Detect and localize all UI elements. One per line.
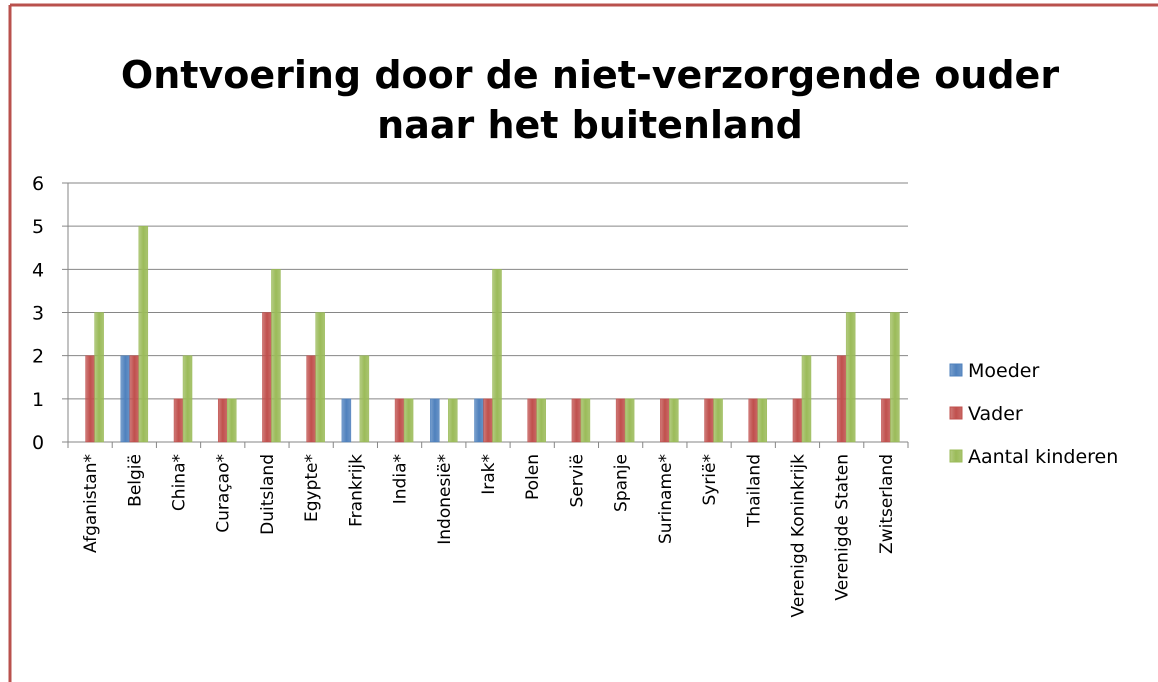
bar [890, 312, 900, 443]
bar [845, 312, 856, 443]
bar [173, 398, 184, 443]
x-tick-label: Zwitserland [877, 454, 897, 554]
bar [881, 398, 891, 443]
x-tick-label: Polen [523, 454, 543, 500]
chart-title: Ontvoering door de niet-verzorgende oude… [121, 53, 1059, 97]
bar [226, 398, 237, 443]
legend-swatch [949, 363, 963, 377]
bar [571, 398, 582, 443]
legend-label: Vader [968, 403, 1023, 425]
bar [182, 355, 193, 443]
bar [669, 398, 679, 443]
chart-title: naar het buitenland [377, 103, 803, 147]
bar [474, 398, 484, 443]
bar [217, 398, 228, 443]
x-tick-label: Verenigde Staten [833, 454, 853, 601]
x-tick-label: Afganistan* [81, 454, 101, 553]
bar [138, 225, 149, 443]
y-tick-label: 5 [32, 216, 44, 238]
legend-swatch [949, 449, 963, 463]
bar [624, 398, 635, 443]
x-tick-label: Curaçao* [214, 454, 234, 533]
x-tick-label: India* [391, 454, 411, 504]
x-tick-label: Servië [567, 454, 587, 507]
x-tick-label: Spanje [612, 454, 632, 512]
legend-label: Moeder [968, 360, 1039, 382]
bar [120, 355, 131, 443]
x-tick-label: Syrië* [700, 454, 720, 506]
x-tick-label: Duitsland [258, 454, 278, 535]
bar [792, 398, 803, 443]
x-tick-label: Thailand [744, 454, 764, 528]
y-tick-label: 6 [32, 173, 44, 195]
y-tick-label: 4 [32, 259, 44, 281]
bar [94, 312, 104, 443]
bar [129, 355, 140, 443]
bar [306, 355, 316, 443]
legend-label: Aantal kinderen [968, 446, 1118, 468]
bar [704, 398, 714, 443]
bar [615, 398, 626, 443]
bar [660, 398, 670, 443]
y-tick-label: 0 [32, 432, 44, 454]
bar [536, 398, 546, 443]
x-tick-label: België [125, 454, 145, 507]
y-tick-label: 3 [32, 303, 44, 325]
bar [341, 398, 352, 443]
x-tick-label: Egypte* [302, 454, 322, 522]
bar [85, 355, 95, 443]
bar [448, 398, 458, 443]
bar [580, 398, 591, 443]
bar [801, 355, 812, 443]
bar [430, 398, 440, 443]
bar [836, 355, 847, 443]
bar [757, 398, 768, 443]
bar [262, 312, 272, 443]
bar [315, 312, 325, 443]
x-tick-label: China* [170, 454, 190, 511]
bar [403, 398, 414, 443]
x-tick-label: Suriname* [656, 454, 676, 544]
x-tick-label: Indonesië* [435, 454, 455, 545]
bar [483, 398, 493, 443]
y-tick-label: 1 [32, 389, 44, 411]
x-tick-label: Verenigd Koninkrijk [788, 454, 808, 618]
bar [359, 355, 370, 443]
y-tick-label: 2 [32, 346, 44, 368]
bar [271, 269, 281, 443]
bar [394, 398, 405, 443]
x-tick-label: Frankrijk [346, 454, 366, 527]
x-tick-label: Irak* [479, 454, 499, 495]
bar [527, 398, 537, 443]
bar [748, 398, 759, 443]
bar [492, 269, 502, 443]
legend-swatch [949, 406, 963, 420]
bar [713, 398, 723, 443]
